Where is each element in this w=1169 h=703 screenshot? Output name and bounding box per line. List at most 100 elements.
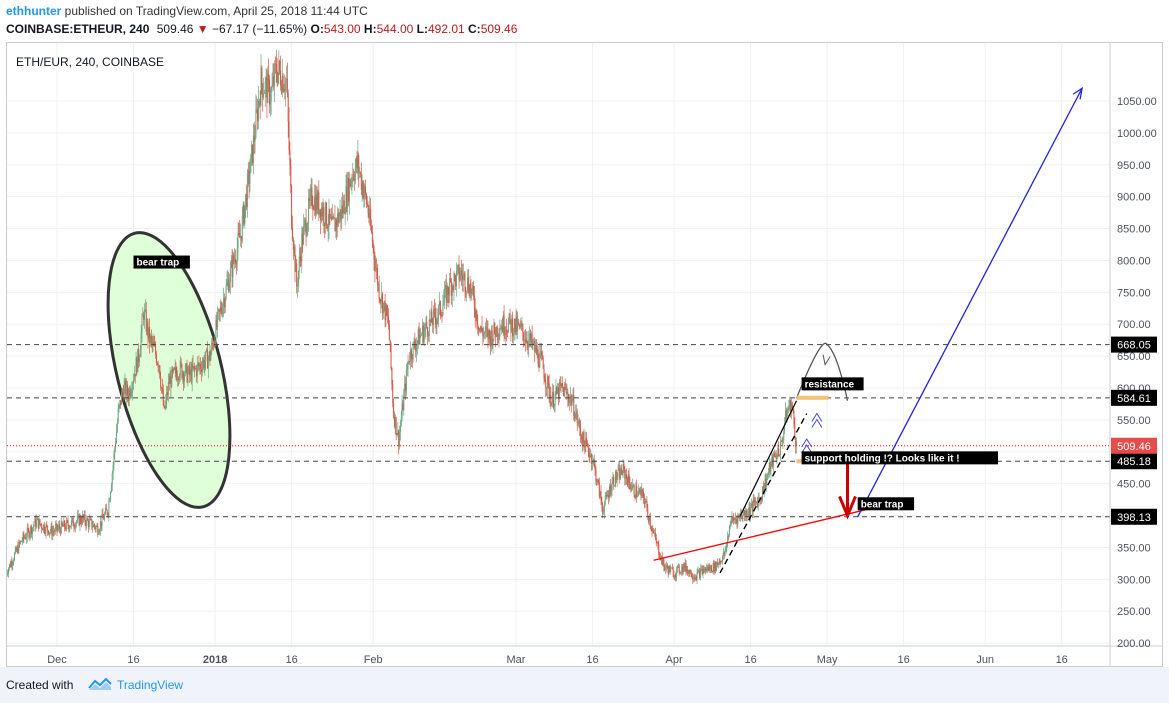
candle-body bbox=[448, 294, 450, 296]
y-tick-label: 850.00 bbox=[1117, 224, 1151, 236]
candle-body bbox=[483, 332, 485, 337]
candle-body bbox=[201, 369, 202, 373]
chart-panel[interactable]: bear trap resistance support holding !? Lo… bbox=[5, 42, 1163, 667]
candle-body bbox=[40, 524, 42, 525]
time-axis[interactable]: Dec 16 2018 16 Feb Mar 16 Apr 16 May 16 Jun 16 bbox=[47, 654, 1068, 666]
candle-body bbox=[283, 89, 285, 92]
candle-body bbox=[35, 519, 37, 528]
candle-body bbox=[478, 327, 480, 331]
candle-body bbox=[552, 392, 554, 403]
candle-body bbox=[156, 363, 158, 365]
curve-arrowhead bbox=[822, 354, 831, 366]
close-value: 509.46 bbox=[480, 22, 518, 36]
candle-body bbox=[157, 363, 159, 368]
candle-body bbox=[462, 274, 464, 281]
candle-body bbox=[672, 569, 674, 577]
candle-body bbox=[489, 330, 491, 336]
candle-body bbox=[403, 393, 405, 411]
candle-body bbox=[396, 433, 398, 435]
candle-body bbox=[360, 172, 362, 190]
low-value: 492.01 bbox=[427, 22, 465, 36]
candle-body bbox=[49, 531, 51, 533]
candle-body bbox=[384, 301, 386, 321]
candle-body bbox=[317, 192, 319, 210]
candle-body bbox=[297, 271, 299, 287]
candle-body bbox=[226, 282, 228, 286]
candle-body bbox=[29, 533, 31, 538]
candle-body bbox=[623, 464, 625, 469]
candle-body bbox=[174, 367, 176, 370]
candle-body bbox=[368, 212, 370, 219]
candle-body bbox=[240, 236, 242, 241]
candle-body bbox=[225, 285, 227, 299]
candle-body bbox=[231, 260, 233, 277]
candle-body bbox=[155, 345, 157, 355]
drawings bbox=[653, 86, 1084, 574]
candle-body bbox=[699, 570, 701, 578]
candle-body bbox=[749, 507, 751, 516]
annotations: bear trap resistance support holding !? Lo… bbox=[133, 255, 998, 511]
candle-body bbox=[325, 202, 327, 227]
candle-body bbox=[166, 392, 168, 401]
candle-body bbox=[11, 561, 13, 566]
candle-body bbox=[67, 521, 69, 526]
level-price-label: 398.13 bbox=[1117, 512, 1151, 524]
candle-body bbox=[356, 157, 358, 168]
candle-body bbox=[740, 514, 742, 518]
candle-body bbox=[671, 567, 673, 569]
candle-body bbox=[66, 520, 68, 522]
candle-body bbox=[626, 478, 628, 486]
price-chart[interactable]: bear trap resistance support holding !? Lo… bbox=[5, 43, 1162, 666]
candle-body bbox=[388, 316, 389, 325]
candle-body bbox=[774, 455, 776, 458]
candle-body bbox=[447, 286, 449, 295]
candle-body bbox=[736, 519, 738, 524]
candle-body bbox=[713, 563, 715, 572]
candle-body bbox=[711, 571, 713, 572]
candle-body bbox=[119, 400, 121, 406]
candle-body bbox=[288, 121, 290, 150]
candle-body bbox=[170, 376, 172, 388]
candle-body bbox=[790, 399, 792, 413]
candle-body bbox=[81, 522, 83, 524]
candle-body bbox=[654, 533, 656, 534]
candle-body bbox=[542, 357, 544, 369]
candle-body bbox=[417, 328, 419, 341]
candle-body bbox=[398, 430, 400, 447]
candle-body bbox=[169, 376, 171, 384]
candle-body bbox=[298, 256, 300, 272]
candle-body bbox=[647, 507, 649, 517]
candle-body bbox=[358, 155, 360, 173]
annotation-bg bbox=[133, 255, 190, 269]
candle-body bbox=[321, 207, 323, 217]
candle-body bbox=[488, 330, 490, 340]
candle-body bbox=[535, 345, 537, 355]
candle-body bbox=[551, 402, 553, 407]
candle-body bbox=[149, 327, 151, 344]
candle-body bbox=[264, 81, 266, 94]
candle-body bbox=[635, 486, 637, 498]
candle-body bbox=[69, 527, 71, 530]
candle-body bbox=[558, 382, 560, 400]
last-price: 509.46 bbox=[156, 22, 194, 36]
candle-body bbox=[22, 533, 24, 542]
candle-body bbox=[658, 544, 660, 555]
candle-body bbox=[150, 335, 151, 344]
candle-body bbox=[702, 569, 704, 574]
tradingview-brand-link[interactable]: TradingView bbox=[117, 678, 184, 692]
candle-body bbox=[14, 548, 16, 554]
candle-body bbox=[355, 157, 357, 168]
price-axis[interactable]: 200.00250.00300.00350.00400.00450.00500.… bbox=[1117, 96, 1157, 650]
candle-body bbox=[47, 525, 49, 531]
author-link[interactable]: ethhunter bbox=[6, 4, 62, 18]
candle-body bbox=[164, 406, 166, 409]
candle-body bbox=[354, 167, 356, 181]
candle-body bbox=[80, 517, 82, 523]
candle-body bbox=[475, 310, 477, 318]
candle-body bbox=[552, 392, 554, 408]
x-tick-label: 16 bbox=[285, 654, 297, 666]
candle-body bbox=[541, 355, 543, 358]
candle-body bbox=[722, 556, 724, 562]
candle-body bbox=[366, 204, 368, 206]
tradingview-logo-icon[interactable] bbox=[88, 677, 112, 691]
